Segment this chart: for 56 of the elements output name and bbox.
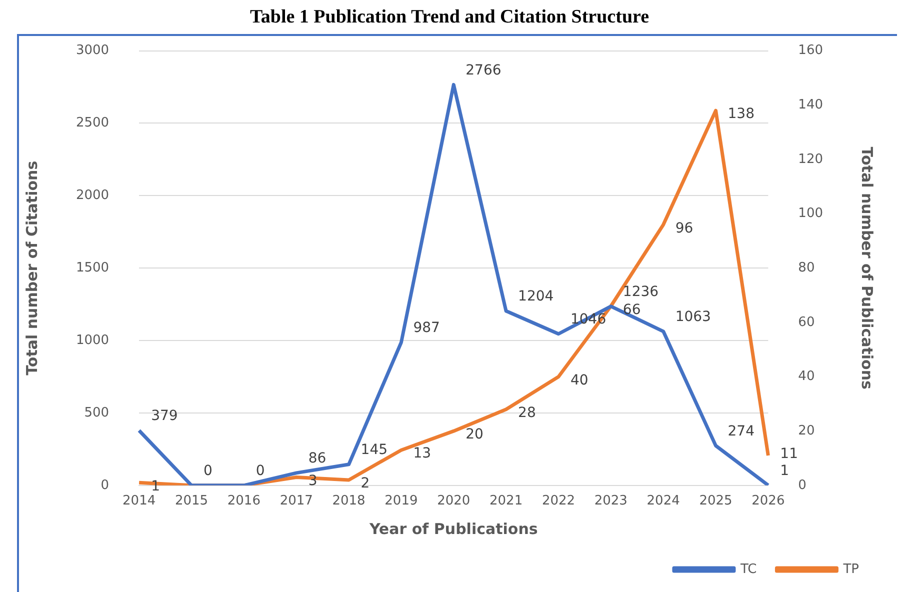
y2-tick-label: 60 bbox=[798, 314, 815, 330]
y-tick-label: 2500 bbox=[76, 116, 110, 131]
x-tick-label: 2015 bbox=[174, 494, 208, 509]
y2-tick-label: 100 bbox=[798, 206, 824, 222]
legend-label: TP bbox=[842, 562, 860, 577]
data-label: 1063 bbox=[675, 309, 711, 326]
y2-tick-label: 80 bbox=[798, 260, 815, 276]
data-label: 1204 bbox=[518, 288, 554, 305]
x-tick-label: 2022 bbox=[542, 494, 576, 509]
y2-tick-label: 40 bbox=[798, 369, 815, 384]
data-label: 28 bbox=[518, 404, 536, 421]
data-label: 13 bbox=[413, 446, 432, 462]
data-label: 0 bbox=[256, 463, 265, 480]
x-axis-title: Year of Publications bbox=[368, 520, 538, 538]
y-tick-label: 3000 bbox=[76, 43, 110, 58]
y2-tick-label: 120 bbox=[798, 152, 824, 167]
data-label: 2 bbox=[360, 476, 370, 492]
data-label: 66 bbox=[622, 302, 641, 318]
x-tick-label: 2016 bbox=[227, 494, 260, 509]
chart-title: Table 1 Publication Trend and Citation Structure bbox=[250, 6, 650, 28]
y-tick-label: 2000 bbox=[76, 188, 110, 204]
y2-axis-title: Total number of Publications bbox=[858, 146, 876, 390]
data-label: 379 bbox=[151, 408, 178, 424]
legend-label: TC bbox=[739, 562, 757, 577]
data-label: 1 bbox=[780, 462, 790, 479]
data-label: 274 bbox=[728, 423, 755, 440]
x-tick-label: 2017 bbox=[280, 494, 313, 509]
x-tick-label: 2019 bbox=[384, 494, 418, 509]
x-tick-label: 2023 bbox=[594, 494, 628, 509]
x-tick-label: 2026 bbox=[752, 494, 785, 509]
data-label: 86 bbox=[308, 450, 326, 467]
y-tick-label: 500 bbox=[84, 405, 110, 420]
data-label: 138 bbox=[728, 106, 754, 122]
data-label: 11 bbox=[780, 446, 798, 462]
y2-tick-label: 0 bbox=[798, 478, 806, 493]
x-tick-label: 2025 bbox=[699, 494, 732, 509]
y-tick-label: 0 bbox=[100, 478, 110, 493]
x-tick-label: 2018 bbox=[332, 494, 366, 509]
y-axis-title: Total number of Citations bbox=[22, 160, 41, 376]
data-label: 145 bbox=[360, 442, 388, 458]
data-label: 0 bbox=[204, 463, 212, 480]
y-tick-label: 1500 bbox=[76, 260, 110, 276]
data-label: 96 bbox=[675, 220, 694, 236]
data-label: 2766 bbox=[466, 62, 502, 78]
data-label: 987 bbox=[413, 320, 440, 336]
data-label: 20 bbox=[466, 426, 484, 443]
y2-tick-label: 140 bbox=[798, 98, 824, 112]
x-tick-label: 2024 bbox=[646, 494, 680, 509]
y-tick-label: 1000 bbox=[76, 332, 110, 348]
x-tick-label: 2021 bbox=[490, 494, 523, 509]
x-tick-label: 2014 bbox=[122, 494, 156, 509]
data-label: 40 bbox=[570, 372, 588, 388]
x-tick-label: 2020 bbox=[437, 494, 470, 509]
y2-tick-label: 160 bbox=[798, 43, 824, 58]
y2-tick-label: 20 bbox=[798, 423, 815, 438]
data-label: 1236 bbox=[622, 284, 659, 300]
